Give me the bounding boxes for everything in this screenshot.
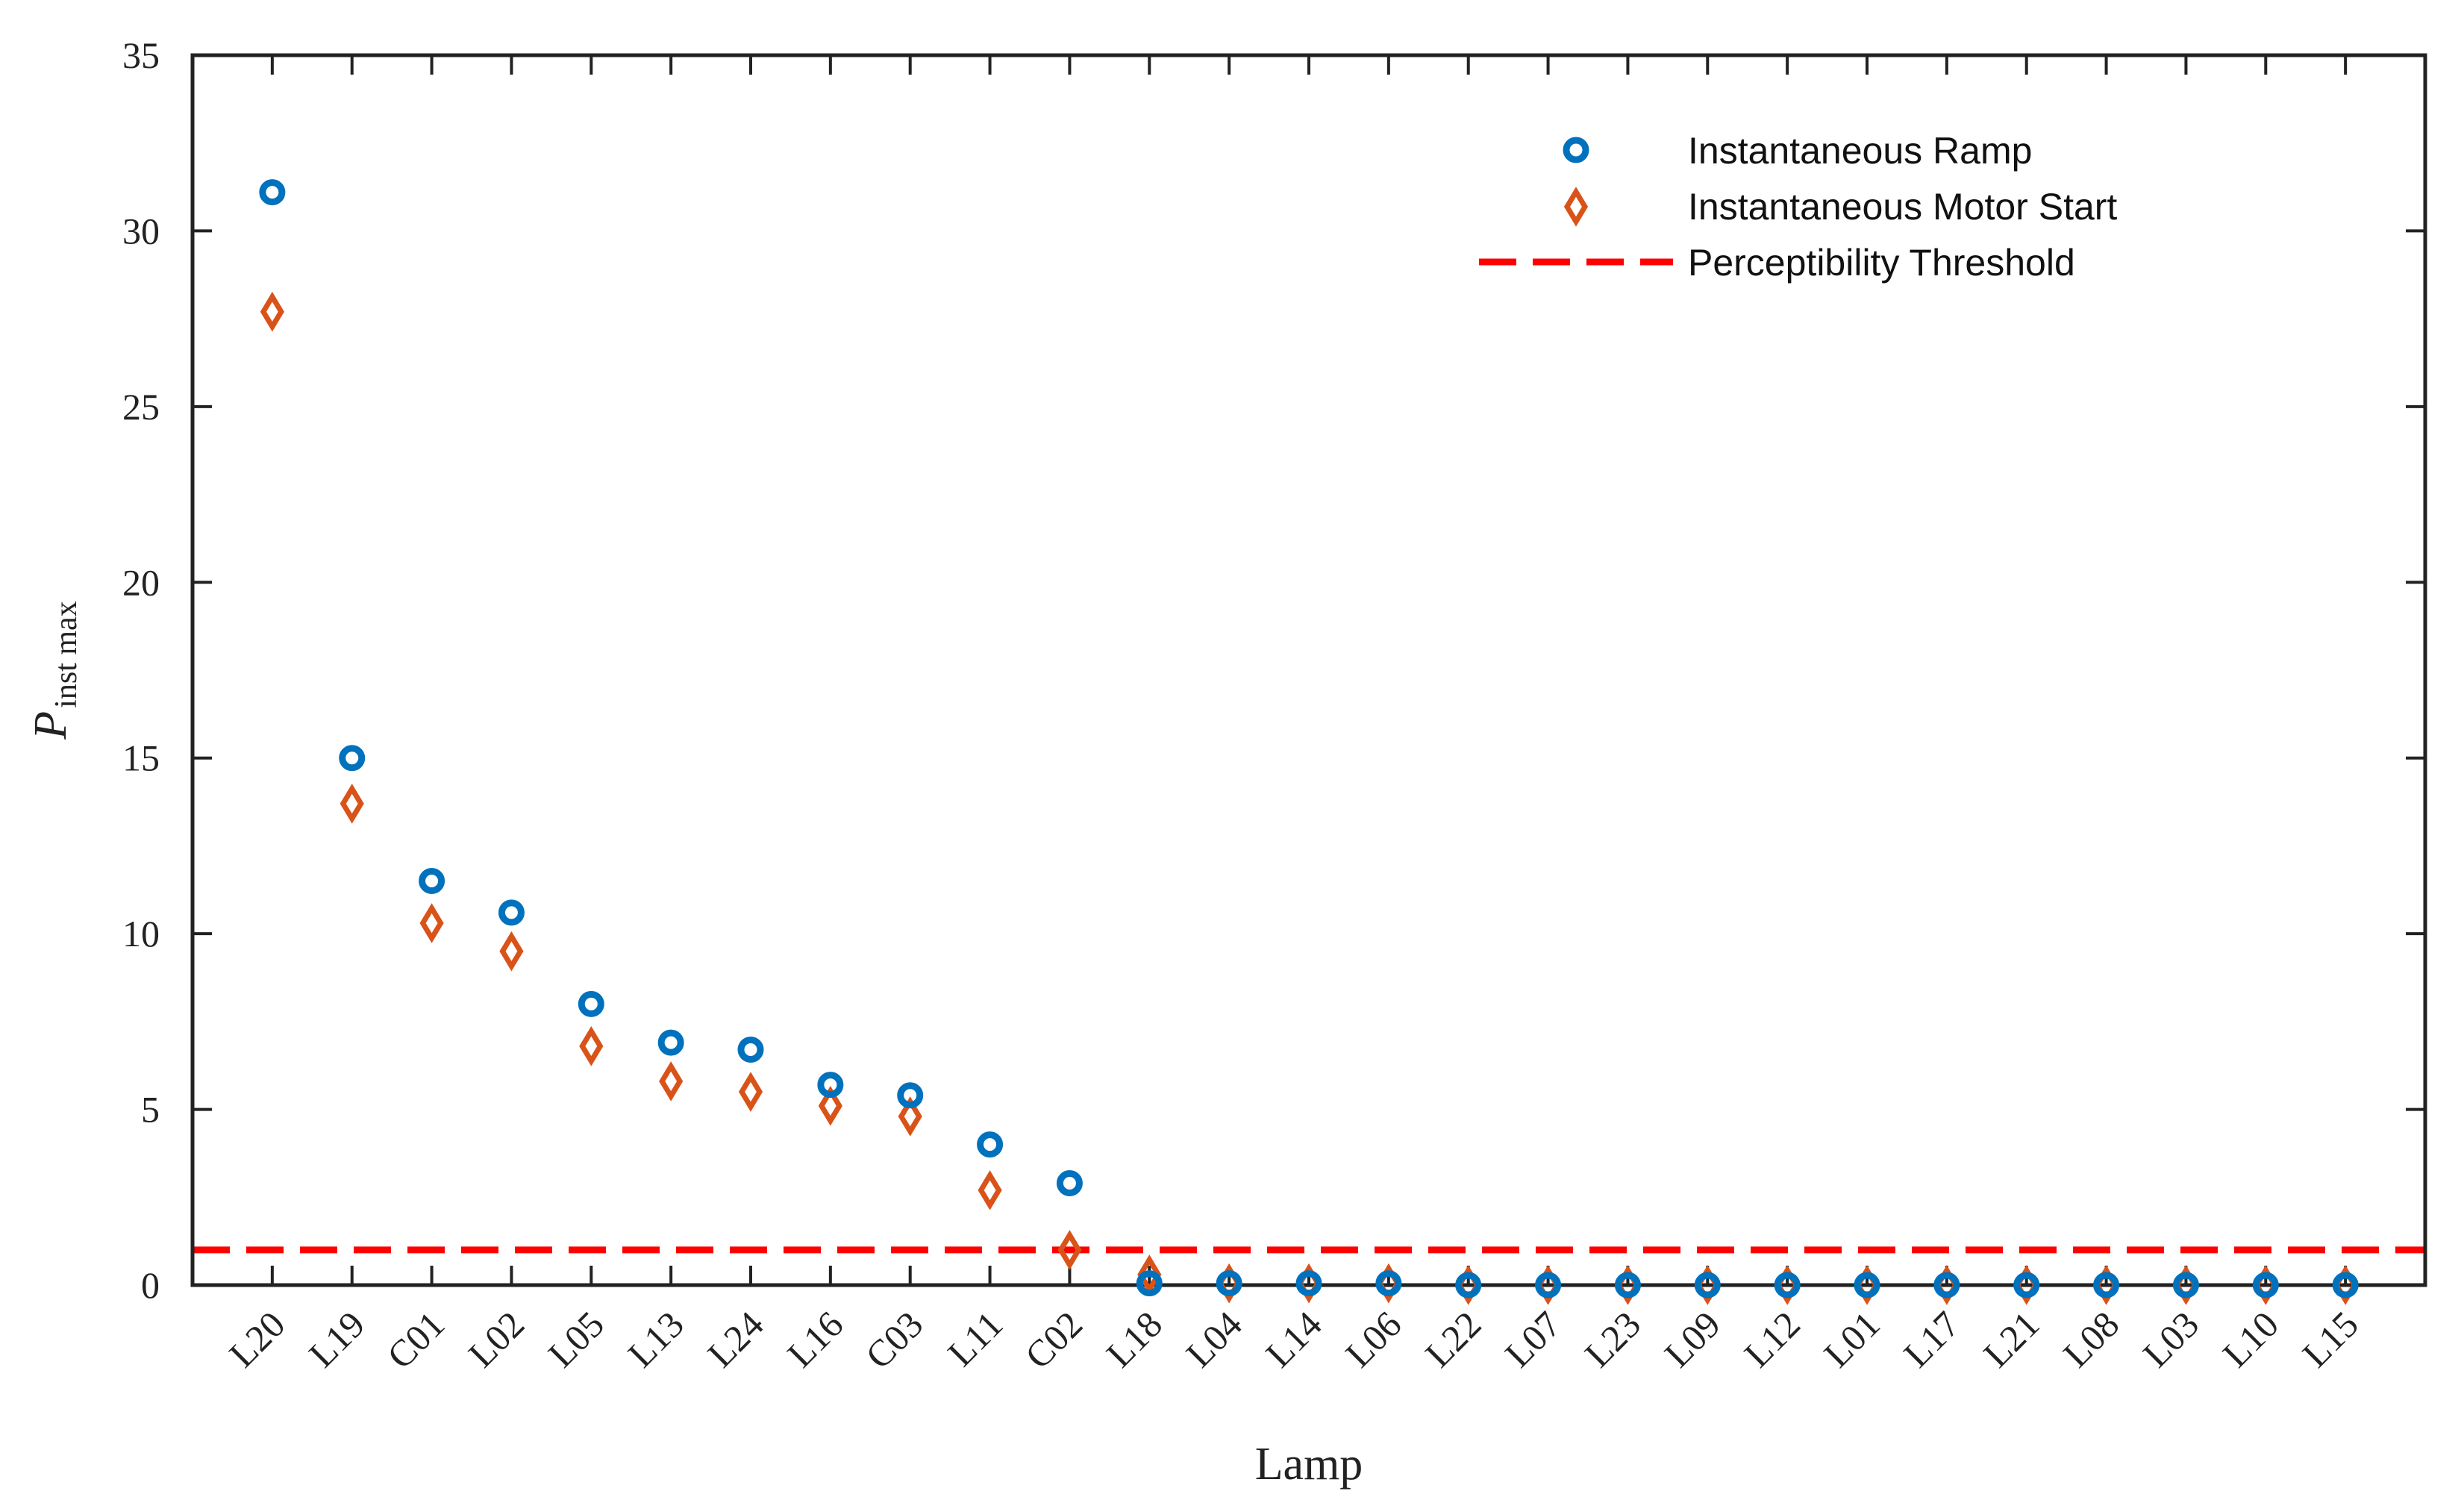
plot-area-frame xyxy=(190,53,2427,1287)
x-tick-label: L03 xyxy=(2135,1303,2207,1375)
ramp-point xyxy=(1614,1272,1641,1299)
x-axis-title: Lamp xyxy=(1255,1439,1363,1490)
x-tick-label: C02 xyxy=(1017,1303,1091,1377)
ramp-point xyxy=(1375,1270,1402,1297)
x-tick-label: L02 xyxy=(460,1303,533,1375)
y-tick-label: 35 xyxy=(122,34,160,76)
x-tick-label: L13 xyxy=(619,1303,692,1375)
ramp-point xyxy=(419,868,445,895)
x-tick-label: L12 xyxy=(1736,1303,1808,1375)
motor-start-point xyxy=(579,1026,604,1066)
x-tick-label: L24 xyxy=(699,1303,772,1375)
motor-start-point xyxy=(818,1086,842,1126)
y-tick-label: 10 xyxy=(122,913,160,954)
motor-start-point xyxy=(260,291,284,332)
ramp-point xyxy=(737,1037,764,1063)
x-tick-label: L16 xyxy=(779,1303,851,1375)
x-tick-label: L06 xyxy=(1337,1303,1410,1375)
ramp-point xyxy=(657,1029,684,1056)
y-tick-label: 30 xyxy=(122,210,160,251)
legend-label-ramp: Instantaneous Ramp xyxy=(1688,130,2032,172)
motor-start-point xyxy=(1057,1230,1082,1270)
y-axis-title: Pinst max xyxy=(25,601,84,740)
ramp-point xyxy=(578,990,604,1017)
x-tick-label: L07 xyxy=(1497,1303,1569,1375)
ramp-point xyxy=(1535,1272,1562,1299)
ramp-point xyxy=(1056,1169,1083,1196)
x-tick-label: L01 xyxy=(1816,1303,1888,1375)
ramp-point xyxy=(817,1072,844,1099)
x-tick-label: L15 xyxy=(2294,1303,2366,1375)
x-tick-label: L21 xyxy=(1975,1303,2048,1375)
x-tick-label: C01 xyxy=(379,1303,453,1377)
y-tick-label: 0 xyxy=(141,1264,160,1306)
ramp-point xyxy=(1295,1270,1322,1297)
motor-start-point xyxy=(340,784,364,824)
y-tick-label: 15 xyxy=(122,737,160,779)
data-series xyxy=(259,179,2359,1305)
x-tick-label: L05 xyxy=(540,1303,613,1375)
x-tick-label: C03 xyxy=(857,1303,931,1377)
ramp-point xyxy=(1774,1272,1801,1299)
ramp-point xyxy=(1455,1272,1482,1299)
x-tick-label: L20 xyxy=(221,1303,293,1375)
ramp-point xyxy=(2252,1272,2279,1299)
x-tick-label: L19 xyxy=(301,1303,373,1375)
ramp-point xyxy=(897,1082,924,1109)
ramp-point xyxy=(977,1131,1004,1158)
x-tick-label: L09 xyxy=(1657,1303,1729,1375)
motor-start-point xyxy=(499,931,524,972)
y-tick-label: 20 xyxy=(122,561,160,603)
legend-marker-motor-start xyxy=(1563,187,1589,227)
ramp-point xyxy=(1854,1272,1880,1299)
ramp-point xyxy=(2093,1272,2120,1299)
x-tick-label: L14 xyxy=(1257,1303,1330,1375)
legend-label-motor-start: Instantaneous Motor Start xyxy=(1688,186,2117,228)
x-tick-label: L10 xyxy=(2215,1303,2287,1375)
ramp-point xyxy=(2172,1272,2199,1299)
x-tick-label: L17 xyxy=(1895,1303,1968,1375)
ramp-point xyxy=(498,899,525,926)
ramp-point xyxy=(1933,1272,1960,1299)
motor-start-point xyxy=(738,1072,763,1112)
ramp-point xyxy=(259,179,286,206)
motor-start-point xyxy=(978,1170,1002,1210)
legend: Instantaneous Ramp Instantaneous Motor S… xyxy=(1479,130,2117,284)
x-tick-label: L08 xyxy=(2055,1303,2127,1375)
y-tick-label: 25 xyxy=(122,386,160,428)
x-tick-label: L11 xyxy=(939,1303,1010,1374)
ramp-point xyxy=(2332,1272,2359,1299)
legend-marker-ramp xyxy=(1563,137,1589,163)
y-axis-ticks: 0 5 10 15 20 25 30 35 xyxy=(122,34,2425,1306)
ramp-point xyxy=(2013,1272,2040,1299)
ramp-point xyxy=(1694,1272,1721,1299)
x-tick-label: L23 xyxy=(1577,1303,1649,1375)
motor-start-point xyxy=(1137,1254,1162,1295)
y-tick-label: 5 xyxy=(141,1089,160,1131)
motor-start-point xyxy=(419,903,444,943)
motor-start-point xyxy=(898,1096,922,1137)
x-tick-label: L18 xyxy=(1098,1303,1171,1375)
ramp-point xyxy=(1136,1270,1163,1297)
y-axis-title-main: P xyxy=(25,711,76,740)
motor-start-point xyxy=(659,1061,684,1102)
ramp-point xyxy=(1216,1270,1242,1297)
x-tick-label: L22 xyxy=(1417,1303,1489,1375)
x-tick-label: L04 xyxy=(1178,1303,1250,1375)
legend-label-threshold: Perceptibility Threshold xyxy=(1688,242,2075,284)
axes xyxy=(190,53,2427,1287)
ramp-point xyxy=(339,745,366,772)
y-axis-title-subscript: inst max xyxy=(49,601,84,708)
